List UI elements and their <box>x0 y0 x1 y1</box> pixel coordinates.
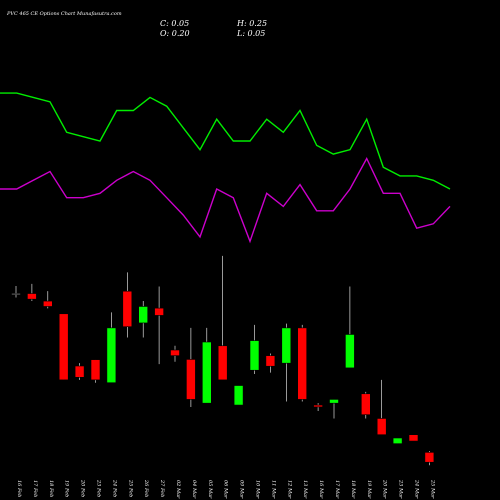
x-tick-label: 06 Mar <box>223 480 229 499</box>
low-label: L: 0.05 <box>236 29 265 38</box>
high-label: H: 0.25 <box>236 19 267 28</box>
candle <box>122 272 133 338</box>
x-tick-label: 09 Mar <box>239 480 245 499</box>
candle <box>345 286 355 369</box>
candle-body <box>170 349 180 356</box>
candle-body <box>424 452 435 463</box>
x-tick-label: 16 Mar <box>318 480 324 499</box>
candle <box>11 286 21 298</box>
candle-body <box>122 290 133 328</box>
indicator-line-1 <box>0 92 451 190</box>
x-tick-label: 19 Mar <box>366 480 372 499</box>
x-tick-label: 23 Feb <box>96 479 102 497</box>
candle-body <box>345 334 355 369</box>
x-tick-label: 24 Feb <box>111 479 117 497</box>
x-tick-label: 24 Mar <box>414 479 420 499</box>
candle <box>154 286 164 365</box>
candle <box>233 385 244 406</box>
candle <box>392 437 403 444</box>
candle <box>376 379 387 436</box>
candle <box>408 434 419 442</box>
candle-body <box>42 300 53 307</box>
candle-body <box>74 365 85 378</box>
x-tick-label: 27 Feb <box>159 479 165 497</box>
candle-body <box>329 399 339 404</box>
candle-body <box>58 313 69 381</box>
x-tick-label: 19 Feb <box>64 480 70 497</box>
x-tick-label: 16 Feb <box>16 480 22 497</box>
candle <box>58 313 69 381</box>
candle-body <box>408 434 419 442</box>
candle-body <box>90 359 101 381</box>
x-tick-label: 04 Mar <box>191 480 197 499</box>
candle-body <box>281 327 292 364</box>
candle <box>424 451 435 466</box>
candle-body <box>392 437 403 444</box>
x-tick-label: 25 Feb <box>127 479 133 497</box>
chart-title: PVC 465 CE Options Chart Munafasutra.com <box>6 11 122 17</box>
indicator-line-2 <box>0 156 451 244</box>
candle-body <box>106 327 117 384</box>
open-label: O: 0.20 <box>160 29 190 38</box>
candle <box>202 327 212 404</box>
candle <box>106 312 117 384</box>
candle <box>329 399 339 419</box>
x-tick-label: 20 Feb <box>80 479 86 497</box>
candle <box>281 323 292 402</box>
x-tick-label: 26 Feb <box>143 479 149 497</box>
x-tick-label: 11 Mar <box>270 480 276 499</box>
candles-group <box>11 255 435 466</box>
x-tick-label: 13 Mar <box>302 480 308 499</box>
candle-body <box>138 306 148 324</box>
candle-body <box>27 293 37 300</box>
candle-body <box>217 345 228 381</box>
candle <box>27 283 37 302</box>
candle <box>90 359 101 383</box>
x-tick-label: 05 Mar <box>207 480 213 499</box>
x-tick-label: 17 Mar <box>334 480 340 499</box>
candle <box>186 327 196 407</box>
candle <box>265 353 276 373</box>
x-tick-label: 02 Mar <box>175 480 181 499</box>
candle-body <box>186 359 196 400</box>
x-tick-label: 12 Mar <box>286 480 292 499</box>
indicator-lines <box>0 92 451 244</box>
candle-body <box>202 341 212 404</box>
x-tick-label: 10 Mar <box>255 480 261 499</box>
x-tick-label: 18 Feb <box>48 480 54 497</box>
candle <box>313 403 323 411</box>
candle <box>138 301 148 338</box>
x-tick-label: 18 Mar <box>350 480 356 499</box>
candle <box>249 324 260 374</box>
candle-body <box>154 307 164 316</box>
candle <box>42 291 53 309</box>
candle <box>297 324 308 402</box>
candle-body <box>11 293 21 295</box>
candle-body <box>249 340 260 371</box>
candle <box>170 345 180 362</box>
candle-body <box>233 385 244 406</box>
x-tick-label: 25 Mar <box>429 479 435 499</box>
close-label: C: 0.05 <box>160 19 189 28</box>
x-tick-label: 17 Feb <box>32 480 38 497</box>
x-tick-label: 23 Mar <box>398 479 404 499</box>
candle-body <box>297 327 308 400</box>
candle-body <box>360 393 371 416</box>
x-axis-ticks: 16 Feb 17 Feb 18 Feb 19 Feb 20 Feb 23 Feb 24 F… <box>16 479 435 499</box>
candle <box>74 363 85 380</box>
candle-body <box>313 404 323 408</box>
candle <box>360 391 371 419</box>
x-tick-label: 20 Mar <box>382 479 388 499</box>
candle <box>217 255 228 381</box>
candle-body <box>265 355 276 367</box>
candle-body <box>376 418 387 436</box>
